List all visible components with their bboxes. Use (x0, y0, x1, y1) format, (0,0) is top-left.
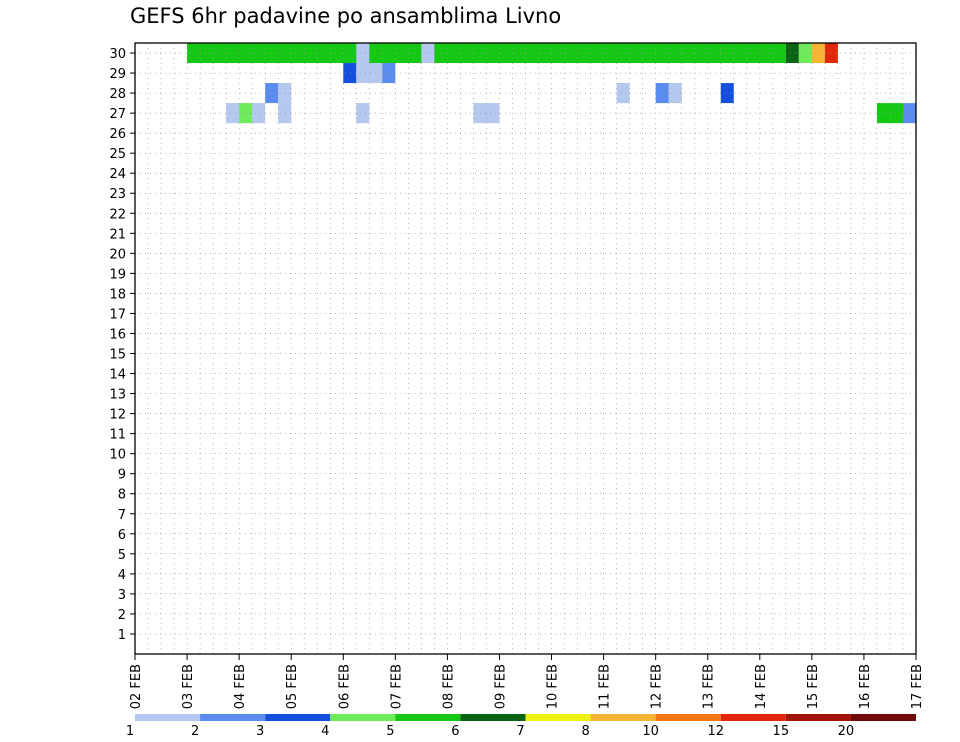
heatmap-cell (655, 83, 669, 104)
colorbar-label: 5 (386, 724, 394, 739)
y-tick-label: 11 (109, 428, 126, 443)
y-tick-label: 10 (109, 448, 126, 463)
y-tick-label: 24 (109, 167, 126, 182)
heatmap-cell (785, 43, 799, 64)
y-tick-label: 3 (118, 588, 126, 603)
colorbar-swatch (850, 714, 916, 721)
heatmap-cell (226, 103, 240, 124)
x-tick-label: 16 FEB (858, 664, 873, 709)
x-tick-label: 17 FEB (910, 664, 925, 709)
colorbar-label: 1 (126, 724, 134, 739)
x-tick-label: 03 FEB (181, 664, 196, 709)
heatmap-cell (902, 103, 916, 124)
x-tick-label: 07 FEB (389, 664, 404, 709)
colorbar-label: 10 (642, 724, 659, 739)
colorbar-swatch (525, 714, 591, 721)
colorbar-label: 12 (707, 724, 724, 739)
x-tick-label: 09 FEB (493, 664, 508, 709)
heatmap-cell (356, 103, 370, 124)
y-tick-label: 16 (109, 327, 126, 342)
heatmap-cell (265, 83, 279, 104)
y-tick-label: 14 (109, 368, 126, 383)
colorbar-label: 8 (581, 724, 589, 739)
y-tick-label: 12 (109, 408, 126, 423)
colorbar-label: 4 (321, 724, 329, 739)
colorbar-swatch (655, 714, 721, 721)
plot-frame (134, 42, 917, 655)
y-tick-label: 13 (109, 388, 126, 403)
heatmap-cell (278, 103, 292, 124)
y-tick-label: 29 (109, 67, 126, 82)
y-tick-label: 28 (109, 87, 126, 102)
y-tick-label: 9 (118, 468, 126, 483)
x-tick-label: 04 FEB (233, 664, 248, 709)
y-tick-label: 22 (109, 207, 126, 222)
x-tick-label: 12 FEB (650, 664, 665, 709)
heatmap-cell (421, 43, 435, 64)
y-tick-label: 17 (109, 307, 126, 322)
colorbar-label: 20 (838, 724, 855, 739)
y-tick-label: 8 (118, 488, 126, 503)
y-tick-label: 27 (109, 107, 126, 122)
y-tick-label: 23 (109, 187, 126, 202)
y-tick-label: 26 (109, 127, 126, 142)
heatmap-cell (382, 63, 396, 84)
y-tick-label: 19 (109, 267, 126, 282)
heatmap-cell (824, 43, 838, 64)
y-tick-label: 2 (118, 608, 126, 623)
heatmap-cell (720, 83, 734, 104)
heatmap-cell (811, 43, 825, 64)
x-tick-label: 11 FEB (598, 664, 613, 709)
colorbar-label: 6 (451, 724, 459, 739)
colorbar-label: 2 (191, 724, 199, 739)
colorbar-swatch (590, 714, 656, 721)
colorbar-swatch (330, 714, 396, 721)
heatmap-cell (616, 83, 630, 104)
y-tick-label: 20 (109, 247, 126, 262)
heatmap-cell (252, 103, 266, 124)
chart-title: GEFS 6hr padavine po ansamblima Livno (130, 4, 562, 28)
x-tick-label: 10 FEB (546, 664, 561, 709)
heatmap-cell (343, 63, 357, 84)
x-tick-label: 15 FEB (806, 664, 821, 709)
y-tick-label: 7 (118, 508, 126, 523)
y-tick-label: 21 (109, 227, 126, 242)
colorbar-swatch (785, 714, 851, 721)
x-tick-label: 06 FEB (337, 664, 352, 709)
y-tick-label: 30 (109, 47, 126, 62)
colorbar-swatch (265, 714, 331, 721)
x-tick-label: 05 FEB (285, 664, 300, 709)
colorbar-label: 7 (516, 724, 524, 739)
heatmap-cell (356, 43, 370, 64)
y-tick-label: 6 (118, 528, 126, 543)
colorbar-swatch (395, 714, 461, 721)
x-tick-label: 13 FEB (702, 664, 717, 709)
y-tick-label: 25 (109, 147, 126, 162)
y-tick-label: 1 (118, 628, 126, 643)
x-tick-label: 08 FEB (441, 664, 456, 709)
x-tick-label: 14 FEB (754, 664, 769, 709)
heatmap-cell (278, 83, 292, 104)
x-tick-label: 02 FEB (129, 664, 144, 709)
colorbar-swatch (460, 714, 526, 721)
colorbar-label: 15 (773, 724, 790, 739)
y-tick-label: 5 (118, 548, 126, 563)
colorbar-label: 3 (256, 724, 264, 739)
y-tick-label: 18 (109, 287, 126, 302)
y-tick-label: 15 (109, 348, 126, 363)
colorbar-swatch (200, 714, 266, 721)
y-tick-label: 4 (118, 568, 126, 583)
colorbar-swatch (720, 714, 786, 721)
colorbar-swatch (135, 714, 201, 721)
